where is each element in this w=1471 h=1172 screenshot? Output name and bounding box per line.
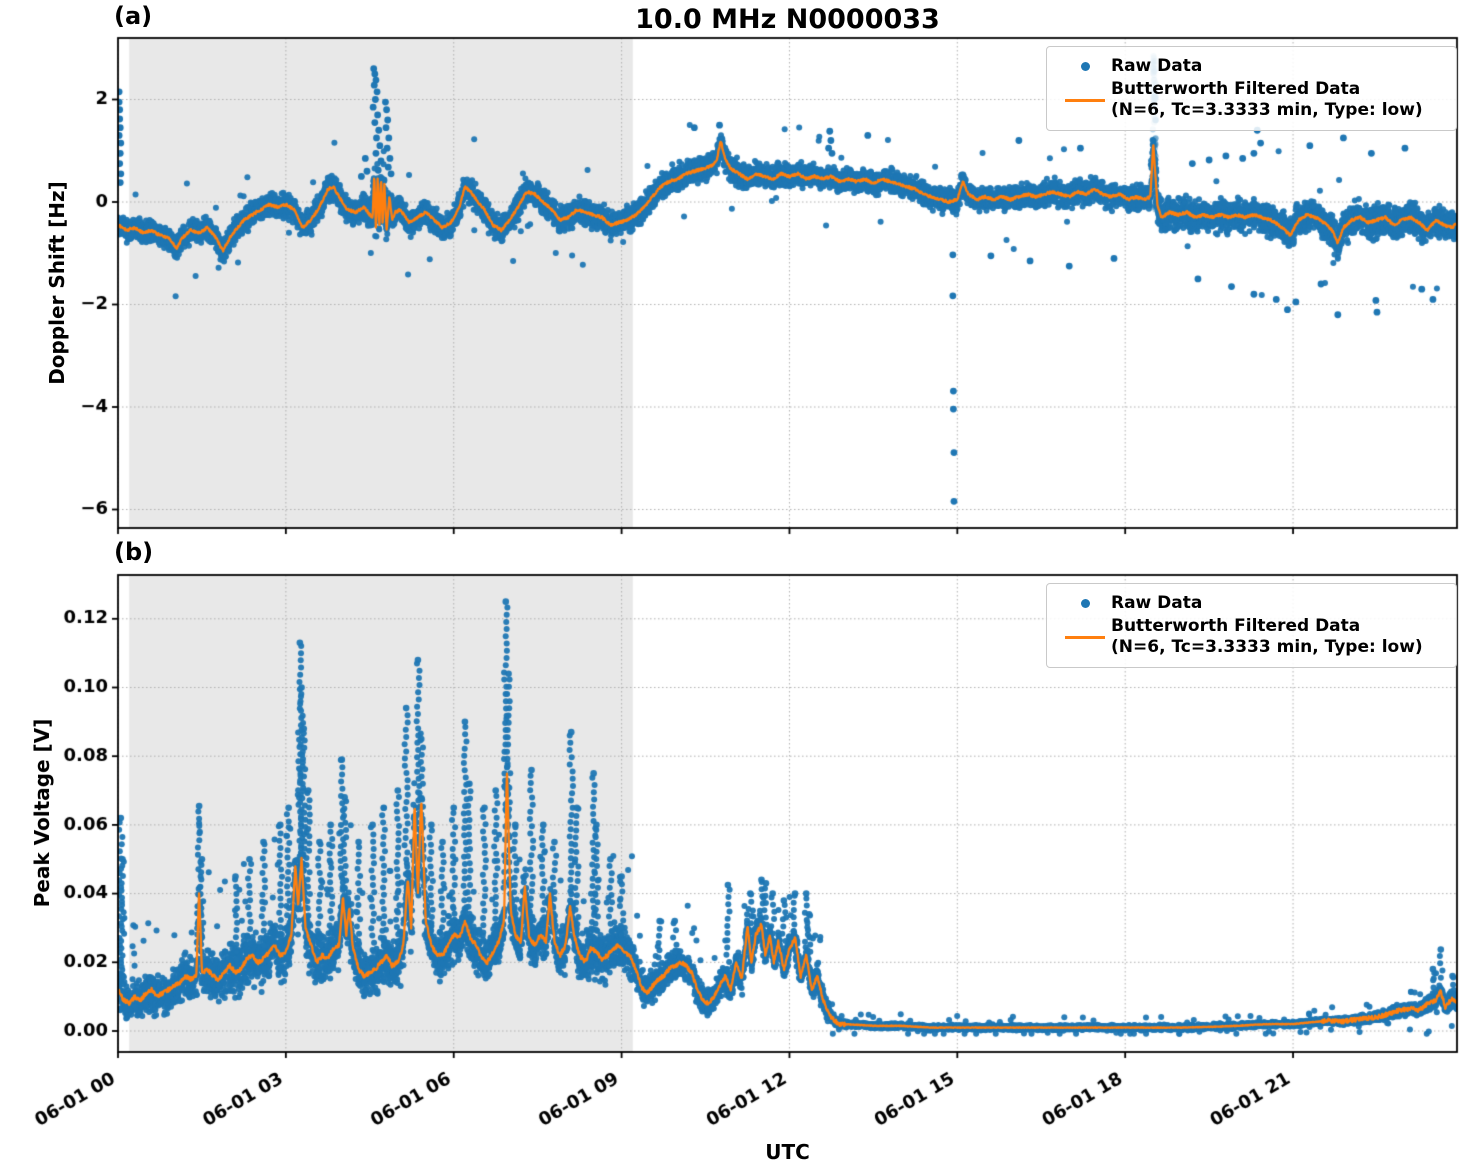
legend-filtered-label-line1: Butterworth Filtered Data — [1111, 616, 1361, 636]
legend-filtered-label-line1: Butterworth Filtered Data — [1111, 79, 1361, 99]
raw-data-dot-icon — [1059, 599, 1111, 608]
ylabel-doppler-shift: Doppler Shift [Hz] — [45, 181, 69, 385]
panel-b-label: (b) — [114, 538, 154, 566]
legend-filtered-label-line2: (N=6, Tc=3.3333 min, Type: low) — [1111, 637, 1423, 657]
legend-raw-label: Raw Data — [1111, 593, 1203, 613]
filtered-line-icon — [1059, 635, 1111, 639]
legend-panel-b: Raw Data Butterworth Filtered Data (N=6,… — [1046, 583, 1457, 668]
xlabel-utc: UTC — [765, 1140, 810, 1164]
legend-filtered-label-line2: (N=6, Tc=3.3333 min, Type: low) — [1111, 100, 1423, 120]
filtered-line-icon — [1059, 98, 1111, 102]
legend-raw-label: Raw Data — [1111, 56, 1203, 76]
legend-row-raw: Raw Data — [1059, 56, 1446, 77]
legend-row-filtered: Butterworth Filtered Data (N=6, Tc=3.333… — [1059, 79, 1446, 121]
legend-row-raw: Raw Data — [1059, 593, 1446, 614]
legend-panel-a: Raw Data Butterworth Filtered Data (N=6,… — [1046, 46, 1457, 131]
legend-row-filtered: Butterworth Filtered Data (N=6, Tc=3.333… — [1059, 616, 1446, 658]
panel-a-label: (a) — [114, 2, 153, 30]
ylabel-peak-voltage: Peak Voltage [V] — [30, 718, 54, 908]
raw-data-dot-icon — [1059, 62, 1111, 71]
figure-title: 10.0 MHz N0000033 — [635, 4, 940, 35]
